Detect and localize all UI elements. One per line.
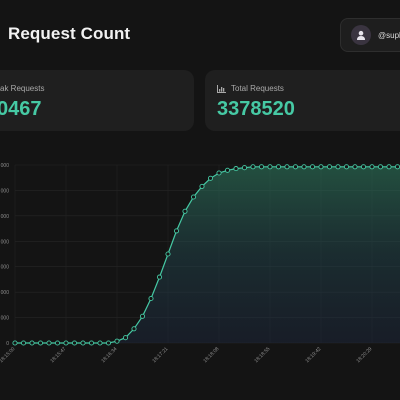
y-tick-label: 000 bbox=[1, 188, 10, 194]
data-point[interactable] bbox=[318, 164, 324, 170]
bar-chart-icon bbox=[217, 84, 226, 93]
total-requests-card: Total Requests 3378520 bbox=[205, 70, 400, 131]
data-point[interactable] bbox=[46, 340, 52, 346]
data-point[interactable] bbox=[173, 228, 180, 234]
data-point[interactable] bbox=[258, 164, 265, 170]
x-tick-label: 18:16:34 bbox=[100, 346, 118, 364]
data-point[interactable] bbox=[80, 340, 86, 346]
data-point[interactable] bbox=[394, 164, 400, 170]
peak-requests-value: 0467 bbox=[0, 98, 42, 120]
total-requests-label: Total Requests bbox=[217, 84, 284, 93]
data-point[interactable] bbox=[182, 208, 188, 214]
y-tick-label: 000 bbox=[1, 290, 10, 296]
data-point[interactable] bbox=[292, 164, 299, 170]
data-point[interactable] bbox=[71, 340, 78, 346]
data-point[interactable] bbox=[114, 338, 120, 344]
page-title: Request Count bbox=[0, 24, 130, 44]
data-point[interactable] bbox=[54, 340, 61, 346]
y-tick-label: 000 bbox=[1, 316, 10, 322]
series-area bbox=[15, 166, 400, 343]
data-point[interactable] bbox=[241, 165, 248, 171]
data-point[interactable] bbox=[309, 164, 316, 170]
data-point[interactable] bbox=[139, 313, 146, 319]
x-tick-label: 18:15:00 bbox=[0, 346, 17, 364]
y-tick-label: 000 bbox=[1, 239, 10, 245]
data-point[interactable] bbox=[369, 164, 375, 170]
peak-requests-label: ak Requests bbox=[0, 84, 44, 93]
x-tick-label: 18:19:42 bbox=[304, 346, 322, 364]
data-point[interactable] bbox=[199, 183, 205, 189]
peak-requests-card: ak Requests 0467 bbox=[0, 70, 194, 131]
total-requests-label-text: Total Requests bbox=[231, 84, 284, 93]
x-tick-label: 18:20:29 bbox=[355, 346, 373, 364]
data-point[interactable] bbox=[29, 340, 35, 346]
total-requests-value: 3378520 bbox=[217, 98, 295, 120]
data-point[interactable] bbox=[97, 340, 103, 346]
data-point[interactable] bbox=[267, 164, 273, 170]
data-point[interactable] bbox=[275, 164, 282, 170]
x-tick-label: 18:17:21 bbox=[151, 346, 169, 364]
data-point[interactable] bbox=[122, 335, 129, 341]
data-point[interactable] bbox=[20, 340, 27, 346]
request-count-chart: 0 000 000 000 000 000 000 000 18:15:00 18:15:47 1… bbox=[0, 150, 400, 400]
x-tick-label: 18:18:08 bbox=[202, 346, 220, 364]
page-title-text: Request Count bbox=[8, 24, 131, 43]
data-point[interactable] bbox=[301, 164, 307, 170]
data-point[interactable] bbox=[131, 326, 137, 332]
y-tick-label: 000 bbox=[1, 214, 10, 220]
data-point[interactable] bbox=[377, 164, 384, 170]
y-tick-label: 000 bbox=[1, 163, 10, 169]
data-point[interactable] bbox=[190, 194, 197, 200]
data-point[interactable] bbox=[12, 340, 18, 346]
data-point[interactable] bbox=[207, 175, 214, 181]
data-point[interactable] bbox=[63, 340, 69, 346]
data-point[interactable] bbox=[233, 166, 239, 172]
x-tick-label: 18:15:47 bbox=[49, 346, 67, 364]
data-point[interactable] bbox=[360, 164, 367, 170]
data-point[interactable] bbox=[148, 295, 154, 302]
data-point[interactable] bbox=[386, 164, 392, 170]
data-point[interactable] bbox=[88, 340, 95, 346]
data-point[interactable] bbox=[250, 164, 256, 170]
y-tick-label: 000 bbox=[1, 265, 10, 271]
data-point[interactable] bbox=[165, 251, 171, 257]
data-point[interactable] bbox=[326, 164, 333, 170]
user-avatar-icon bbox=[351, 25, 371, 45]
data-point[interactable] bbox=[352, 164, 358, 170]
data-point[interactable] bbox=[216, 170, 222, 176]
data-point[interactable] bbox=[224, 167, 231, 173]
data-point[interactable] bbox=[335, 164, 341, 170]
y-tick-label: 0 bbox=[6, 341, 9, 347]
x-tick-label: 18:18:55 bbox=[253, 346, 271, 364]
data-point[interactable] bbox=[284, 164, 290, 170]
data-point[interactable] bbox=[105, 340, 112, 346]
user-menu-button[interactable]: @suph bbox=[340, 18, 400, 52]
data-point[interactable] bbox=[37, 340, 44, 346]
data-point[interactable] bbox=[156, 274, 163, 280]
data-point[interactable] bbox=[343, 164, 350, 170]
peak-requests-label-text: ak Requests bbox=[0, 84, 45, 93]
user-handle: @suph bbox=[378, 30, 400, 40]
